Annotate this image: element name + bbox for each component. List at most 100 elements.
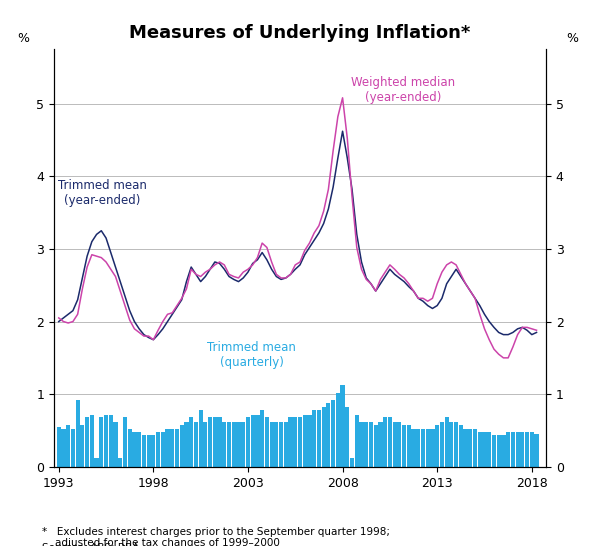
Bar (279, 422, 283, 467)
Bar (284, 422, 288, 467)
Bar (175, 429, 179, 467)
Bar (260, 410, 264, 467)
Bar (345, 407, 349, 467)
Bar (374, 425, 378, 467)
Bar (194, 422, 198, 467)
Bar (326, 403, 331, 467)
Bar (71, 429, 75, 467)
Bar (269, 422, 274, 467)
Bar (217, 418, 221, 467)
Bar (430, 429, 434, 467)
Bar (256, 414, 260, 467)
Bar (213, 418, 217, 467)
Bar (435, 425, 439, 467)
Bar (80, 425, 85, 467)
Bar (94, 458, 98, 467)
Text: Sources: ABS; RBA: Sources: ABS; RBA (42, 543, 139, 546)
Bar (412, 429, 416, 467)
Bar (137, 432, 141, 467)
Bar (463, 429, 467, 467)
Bar (232, 422, 236, 467)
Bar (364, 422, 368, 467)
Bar (416, 429, 421, 467)
Bar (407, 425, 411, 467)
Text: Weighted median
(year-ended): Weighted median (year-ended) (351, 76, 455, 104)
Bar (421, 429, 425, 467)
Bar (179, 425, 184, 467)
Bar (530, 432, 534, 467)
Text: Trimmed mean
(quarterly): Trimmed mean (quarterly) (208, 341, 296, 369)
Bar (66, 425, 70, 467)
Bar (302, 414, 307, 467)
Bar (317, 410, 321, 467)
Bar (208, 418, 212, 467)
Bar (445, 418, 449, 467)
Bar (76, 400, 80, 467)
Bar (369, 422, 373, 467)
Title: Measures of Underlying Inflation*: Measures of Underlying Inflation* (130, 24, 470, 42)
Bar (128, 429, 132, 467)
Bar (109, 414, 113, 467)
Bar (184, 422, 188, 467)
Bar (289, 418, 293, 467)
Bar (515, 432, 520, 467)
Bar (203, 422, 208, 467)
Bar (133, 432, 137, 467)
Bar (397, 422, 401, 467)
Bar (246, 418, 250, 467)
Bar (482, 432, 487, 467)
Bar (402, 425, 406, 467)
Bar (331, 400, 335, 467)
Bar (156, 432, 160, 467)
Bar (274, 422, 278, 467)
Bar (392, 422, 397, 467)
Bar (146, 435, 151, 467)
Bar (151, 435, 155, 467)
Bar (511, 432, 515, 467)
Bar (251, 414, 255, 467)
Bar (322, 407, 326, 467)
Bar (85, 418, 89, 467)
Bar (492, 435, 496, 467)
Bar (383, 418, 387, 467)
Bar (340, 385, 344, 467)
Text: Trimmed mean
(year-ended): Trimmed mean (year-ended) (58, 179, 146, 207)
Bar (236, 422, 241, 467)
Bar (478, 432, 482, 467)
Bar (359, 422, 364, 467)
Bar (525, 432, 529, 467)
Bar (350, 458, 354, 467)
Bar (118, 458, 122, 467)
Bar (379, 422, 383, 467)
Bar (61, 429, 65, 467)
Bar (199, 410, 203, 467)
Bar (123, 418, 127, 467)
Bar (459, 425, 463, 467)
Bar (161, 432, 165, 467)
Bar (497, 435, 501, 467)
Bar (241, 422, 245, 467)
Bar (189, 418, 193, 467)
Text: %: % (17, 32, 29, 45)
Bar (166, 429, 170, 467)
Bar (336, 393, 340, 467)
Bar (293, 418, 298, 467)
Bar (265, 418, 269, 467)
Bar (170, 429, 175, 467)
Bar (222, 422, 226, 467)
Bar (227, 422, 231, 467)
Bar (298, 418, 302, 467)
Bar (388, 418, 392, 467)
Bar (502, 435, 506, 467)
Bar (487, 432, 491, 467)
Bar (312, 410, 316, 467)
Text: *   Excludes interest charges prior to the September quarter 1998;
    adjusted : * Excludes interest charges prior to the… (42, 527, 390, 546)
Bar (307, 414, 311, 467)
Bar (104, 414, 108, 467)
Bar (454, 422, 458, 467)
Bar (355, 414, 359, 467)
Bar (535, 434, 539, 467)
Bar (56, 427, 61, 467)
Bar (142, 435, 146, 467)
Bar (473, 429, 477, 467)
